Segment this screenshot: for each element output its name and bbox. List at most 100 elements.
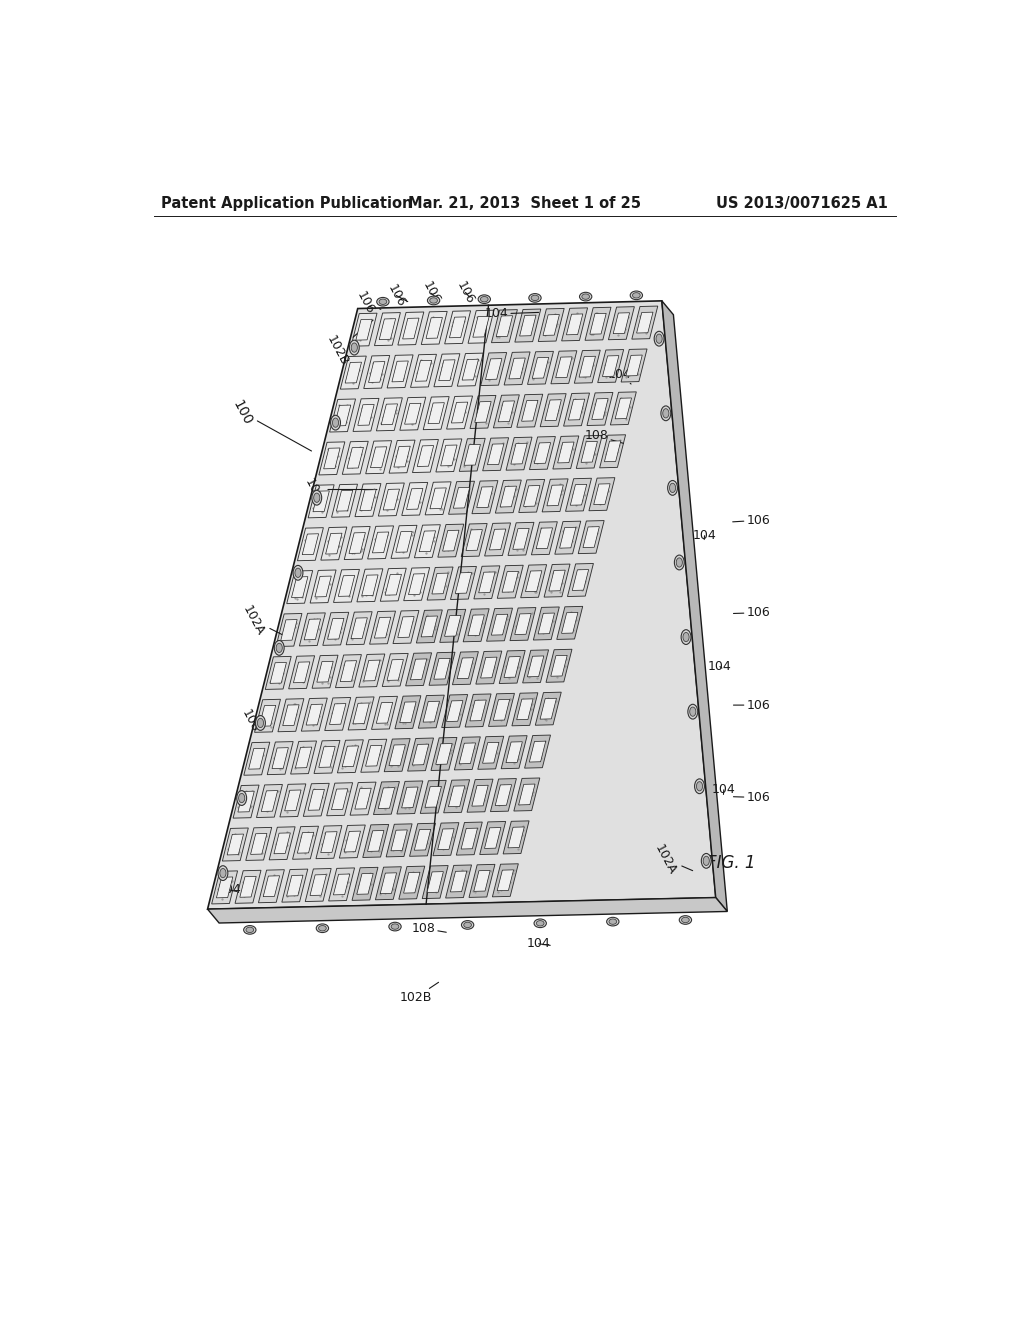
Polygon shape [340,661,356,681]
Polygon shape [604,441,621,462]
Polygon shape [557,606,583,639]
Polygon shape [585,308,611,341]
Polygon shape [289,656,314,689]
Polygon shape [566,314,583,335]
Polygon shape [472,785,488,807]
Polygon shape [281,619,297,640]
Polygon shape [267,742,293,775]
Polygon shape [536,692,561,725]
Polygon shape [391,830,408,851]
Ellipse shape [682,917,689,923]
Polygon shape [610,392,636,425]
Polygon shape [523,486,540,507]
Polygon shape [413,440,438,473]
Polygon shape [386,824,412,857]
Polygon shape [380,568,407,602]
Polygon shape [480,657,497,678]
Polygon shape [328,618,344,639]
Polygon shape [462,359,478,380]
Ellipse shape [379,300,387,305]
Text: 106: 106 [733,698,770,711]
Polygon shape [529,741,546,762]
Polygon shape [377,397,402,430]
Text: 102A: 102A [652,842,692,876]
Polygon shape [364,355,390,388]
Polygon shape [297,528,324,561]
Text: 102B: 102B [324,321,373,368]
Polygon shape [608,306,635,339]
Polygon shape [475,401,492,422]
Polygon shape [212,871,238,904]
Ellipse shape [683,632,689,642]
Polygon shape [540,698,556,719]
Polygon shape [406,653,431,686]
Polygon shape [411,354,436,387]
Polygon shape [555,521,581,554]
Polygon shape [345,362,361,383]
Ellipse shape [654,331,664,346]
Polygon shape [662,301,727,911]
Polygon shape [315,576,332,597]
Ellipse shape [293,565,303,581]
Polygon shape [236,870,261,903]
Polygon shape [364,660,380,681]
Polygon shape [334,569,359,602]
Polygon shape [487,444,504,465]
Polygon shape [425,787,441,808]
Polygon shape [477,487,494,508]
Polygon shape [249,748,265,770]
Polygon shape [397,781,423,814]
Polygon shape [451,566,476,599]
Polygon shape [410,824,435,857]
Ellipse shape [668,480,678,495]
Ellipse shape [237,791,247,805]
Polygon shape [436,440,462,473]
Polygon shape [259,705,275,726]
Ellipse shape [244,925,256,935]
Polygon shape [358,653,385,688]
Polygon shape [474,566,500,599]
Polygon shape [376,867,401,900]
Polygon shape [407,488,423,510]
Polygon shape [374,781,399,814]
Polygon shape [427,871,443,892]
Polygon shape [293,826,318,859]
Polygon shape [316,661,333,682]
Polygon shape [332,789,348,809]
Polygon shape [506,742,522,763]
Polygon shape [496,480,521,513]
Polygon shape [527,351,553,384]
Polygon shape [426,318,442,338]
Polygon shape [589,478,614,511]
Ellipse shape [656,334,663,343]
Polygon shape [461,524,487,557]
Polygon shape [336,490,352,511]
Polygon shape [369,362,385,383]
Polygon shape [432,573,449,594]
Polygon shape [294,661,310,682]
Polygon shape [480,352,507,385]
Polygon shape [500,651,525,684]
Polygon shape [292,577,308,598]
Polygon shape [479,821,506,854]
Polygon shape [545,400,561,421]
Polygon shape [592,399,608,420]
Polygon shape [265,656,291,689]
Polygon shape [438,524,464,557]
Polygon shape [466,529,482,550]
Polygon shape [508,523,534,556]
Polygon shape [382,653,409,686]
Polygon shape [425,482,452,515]
Polygon shape [340,356,367,389]
Polygon shape [508,826,524,847]
Text: 106: 106 [733,513,770,527]
Polygon shape [632,306,657,339]
Polygon shape [409,574,425,594]
Polygon shape [580,356,596,378]
Polygon shape [357,569,383,602]
Polygon shape [509,358,525,379]
Polygon shape [428,403,444,424]
Polygon shape [532,358,549,379]
Polygon shape [297,833,313,853]
Polygon shape [419,531,435,552]
